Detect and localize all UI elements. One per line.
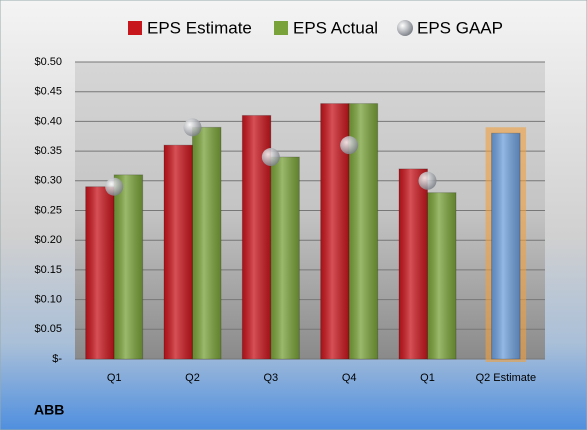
bar-shine [270,157,300,359]
x-tick-label: Q2 Estimate [476,372,537,384]
legend-label: EPS Actual [293,18,378,37]
y-tick-label: $0.10 [34,294,62,306]
gaap-marker [418,171,437,190]
legend-marker [128,21,142,35]
bar-shine [114,174,143,359]
y-tick-label: $0.30 [34,175,62,187]
bar-shine [427,192,456,359]
y-tick-label: $- [52,353,62,365]
gaap-marker [261,148,280,167]
x-tick-label: Q2 [185,372,200,384]
y-tick-label: $0.05 [34,323,62,335]
y-tick-label: $0.20 [34,234,62,246]
x-tick-label: Q1 [420,372,435,384]
bar-shine [192,127,221,359]
gaap-marker [183,118,202,137]
bar-shine [164,145,193,359]
legend-label: EPS Estimate [147,18,252,37]
bar-shine [399,168,428,359]
bar-shine [85,186,115,359]
x-tick-label: Q4 [342,372,357,384]
bar-shine [491,133,521,359]
footnote: ABB [34,402,64,418]
gaap-marker [340,136,359,155]
y-tick-label: $0.35 [34,145,62,157]
gaap-marker [105,177,124,196]
y-tick-label: $0.40 [34,115,62,127]
y-tick-label: $0.45 [34,86,62,98]
legend-marker [274,21,288,35]
legend-label: EPS GAAP [417,18,503,37]
y-tick-label: $0.50 [34,56,62,68]
x-tick-label: Q3 [263,372,278,384]
legend-marker [397,20,413,36]
x-tick-label: Q1 [107,372,122,384]
y-tick-label: $0.25 [34,204,62,216]
y-tick-label: $0.15 [34,264,62,276]
